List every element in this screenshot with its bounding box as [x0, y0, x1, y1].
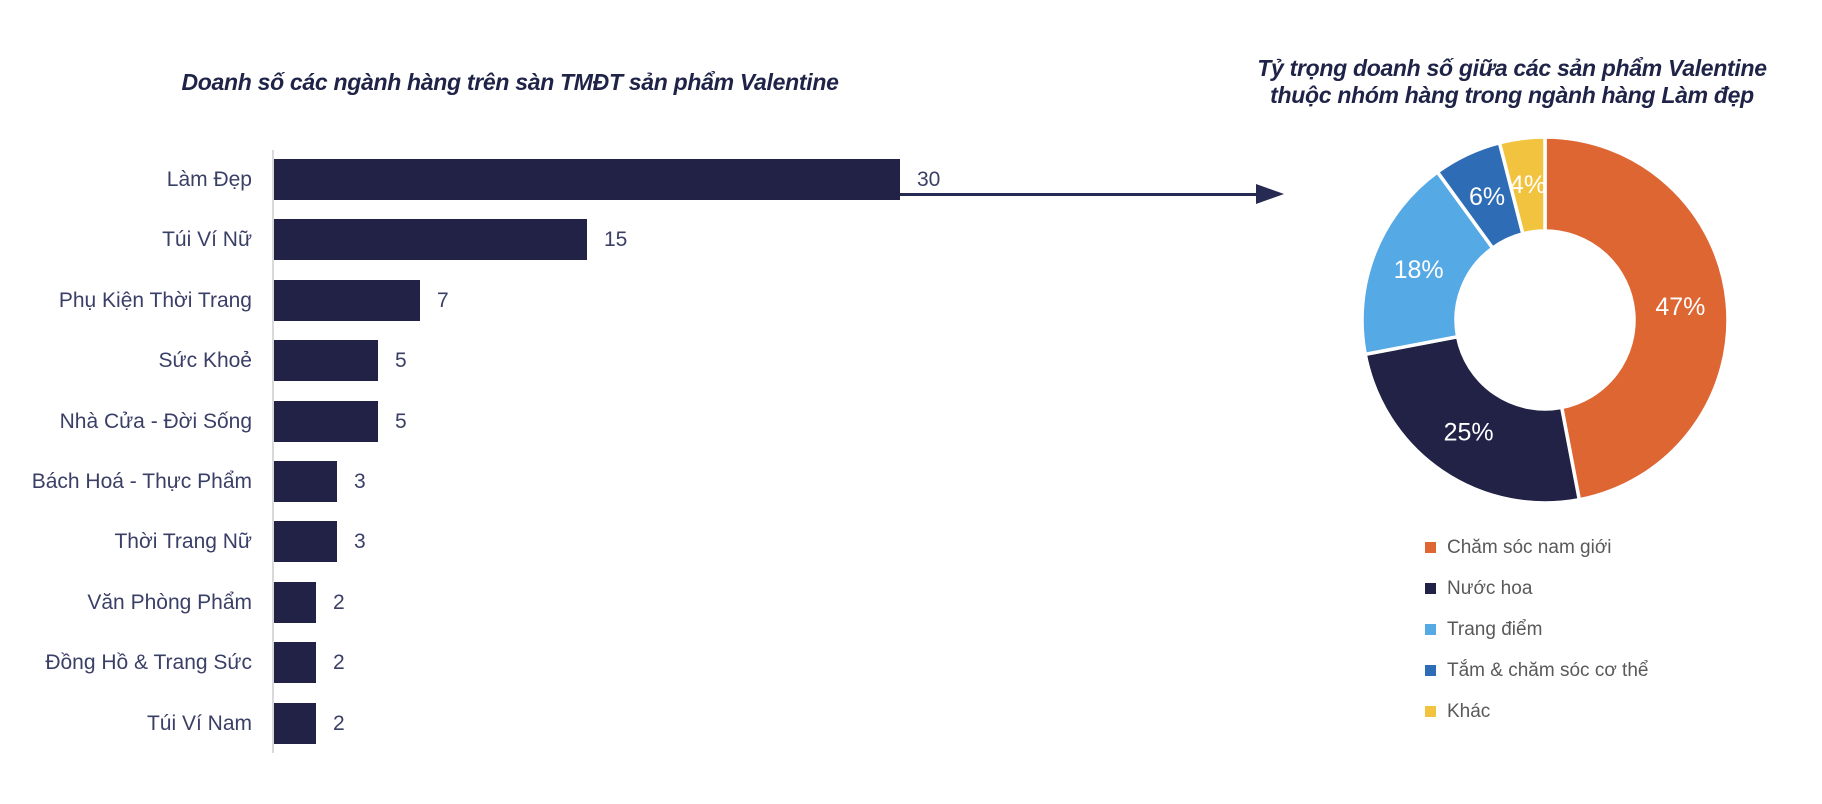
donut-chart-title-line2: thuộc nhóm hàng trong ngành hàng Làm đẹp: [1270, 82, 1754, 109]
donut-legend: Chăm sóc nam giới Nước hoa Trang điểm Tắm &…: [1425, 527, 1648, 732]
bar-category-label: Bách Hoá - Thực Phẩm: [31, 470, 252, 493]
legend-swatch-icon: [1425, 583, 1436, 594]
bar-value-label: 2: [333, 712, 345, 735]
legend-swatch-icon: [1425, 665, 1436, 676]
legend-label: Nước hoa: [1447, 577, 1533, 599]
bar: [274, 340, 378, 381]
donut-slice: [1497, 135, 1547, 236]
legend-label: Trang điểm: [1447, 618, 1543, 640]
bar: [274, 159, 900, 200]
donut-slice: [1363, 334, 1582, 505]
bar-category-label: Thời Trang Nữ: [114, 530, 252, 553]
bar: [274, 703, 316, 744]
legend-item: Chăm sóc nam giới: [1425, 527, 1648, 568]
legend-label: Tắm & chăm sóc cơ thể: [1447, 659, 1649, 681]
bar-chart-title: Doanh số các ngành hàng trên sàn TMĐT sả…: [181, 69, 839, 96]
bar-category-label: Nhà Cửa - Đời Sống: [59, 410, 252, 433]
legend-item: Nước hoa: [1425, 568, 1648, 609]
bar-value-label: 30: [917, 168, 941, 191]
legend-label: Khác: [1447, 700, 1491, 722]
legend-item: Khác: [1425, 691, 1648, 732]
bar-category-label: Sức Khoẻ: [158, 349, 252, 372]
legend-swatch-icon: [1425, 542, 1436, 553]
donut-pct-label: 25%: [1444, 419, 1494, 447]
donut-pct-label: 47%: [1655, 293, 1705, 321]
bar-category-label: Túi Ví Nữ: [162, 228, 252, 251]
bar-category-label: Làm Đẹp: [166, 168, 252, 191]
donut-pct-label: 18%: [1394, 256, 1444, 284]
bar-value-label: 7: [437, 289, 449, 312]
legend-swatch-icon: [1425, 706, 1436, 717]
bar: [274, 401, 378, 442]
bar: [274, 219, 587, 260]
donut-pct-label: 6%: [1469, 183, 1505, 211]
donut-slice: [1360, 169, 1496, 357]
legend-swatch-icon: [1425, 624, 1436, 635]
donut-pct-label: 4%: [1510, 171, 1546, 199]
legend-item: Tắm & chăm sóc cơ thể: [1425, 650, 1648, 691]
donut-chart-title-line1: Tỷ trọng doanh số giữa các sản phẩm Vale…: [1257, 55, 1767, 82]
bar: [274, 461, 337, 502]
arrow-line: [900, 193, 1258, 196]
bar-value-label: 5: [395, 349, 407, 372]
bar-value-label: 5: [395, 410, 407, 433]
legend-label: Chăm sóc nam giới: [1447, 536, 1612, 558]
legend-item: Trang điểm: [1425, 609, 1648, 650]
bar-category-label: Túi Ví Nam: [146, 712, 252, 735]
arrow-head-icon: [1256, 184, 1284, 204]
donut-slice: [1543, 135, 1730, 502]
bar-value-label: 2: [333, 651, 345, 674]
donut-chart: 47% 25% 18% 6% 4%: [1360, 135, 1730, 505]
bar-category-label: Văn Phòng Phẩm: [87, 591, 252, 614]
bar-value-label: 3: [354, 470, 366, 493]
donut-chart-title: Tỷ trọng doanh số giữa các sản phẩm Vale…: [1192, 55, 1822, 109]
bar: [274, 582, 316, 623]
bar-value-label: 2: [333, 591, 345, 614]
bar-value-label: 15: [604, 228, 628, 251]
bar-chart-axis-line: [272, 150, 274, 753]
bar: [274, 521, 337, 562]
bar-category-label: Phụ Kiện Thời Trang: [58, 289, 252, 312]
bar: [274, 280, 420, 321]
bar-value-label: 3: [354, 530, 366, 553]
bar-category-label: Đồng Hồ & Trang Sức: [45, 651, 252, 674]
bar: [274, 642, 316, 683]
